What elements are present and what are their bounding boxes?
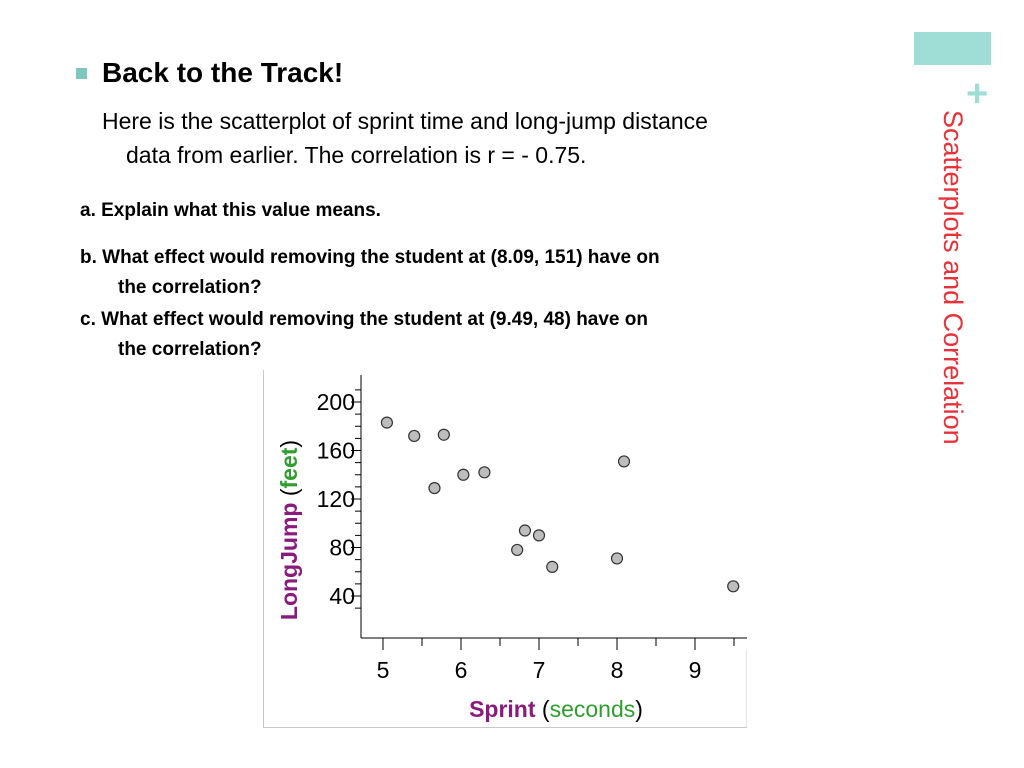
data-point	[511, 543, 524, 557]
data-point	[727, 580, 740, 593]
question-a: a. Explain what this value means.	[80, 196, 880, 226]
data-point	[380, 416, 394, 429]
data-point	[408, 429, 421, 443]
intro-line-1: Here is the scatterplot of sprint time a…	[102, 108, 708, 134]
scatterplot-svg: 40 80 120 160 200 5 6 7 8 9 LongJump (feet) Spri…	[263, 370, 747, 728]
question-b-line-1: b. What effect would removing the studen…	[80, 247, 660, 268]
data-point	[457, 468, 470, 481]
question-b: b. What effect would removing the studen…	[80, 243, 880, 303]
x-tick-label: 7	[533, 657, 546, 683]
question-c-line-2: the correlation?	[118, 339, 262, 360]
question-c: c. What effect would removing the studen…	[80, 305, 880, 365]
y-axis-label-unit: feet	[276, 447, 302, 488]
y-tick-label: 80	[329, 535, 355, 561]
plus-icon: +	[966, 73, 989, 115]
y-tick-label: 40	[329, 583, 355, 609]
x-axis-label-unit: seconds	[550, 696, 636, 722]
y-ticks: 40 80 120 160 200	[317, 389, 361, 609]
x-ticks: 5 6 7 8 9	[377, 638, 735, 683]
y-tick-label: 200	[317, 389, 355, 415]
y-tick-label: 160	[317, 438, 355, 464]
y-axis-label: LongJump (feet)	[276, 440, 302, 620]
accent-bar	[914, 32, 991, 65]
x-axis-label: Sprint (seconds)	[469, 696, 643, 722]
data-point	[532, 529, 546, 542]
x-tick-label: 8	[611, 657, 624, 683]
x-tick-label: 6	[455, 657, 468, 683]
points	[380, 416, 740, 593]
data-point	[610, 552, 624, 565]
data-point	[478, 466, 491, 479]
data-point	[617, 455, 631, 468]
question-c-line-1: c. What effect would removing the studen…	[80, 309, 648, 330]
data-point	[437, 428, 450, 441]
data-point	[428, 481, 441, 495]
slide-heading: Back to the Track!	[102, 57, 344, 88]
question-a-text: a. Explain what this value means.	[80, 200, 381, 221]
intro-text: Here is the scatterplot of sprint time a…	[102, 104, 882, 172]
scatterplot: 40 80 120 160 200 5 6 7 8 9 LongJump (feet) Spri…	[263, 370, 747, 728]
x-tick-label: 5	[377, 657, 390, 683]
data-point	[518, 524, 532, 537]
x-axis-label-main: Sprint	[469, 696, 536, 722]
bullet-icon	[76, 68, 87, 79]
question-b-line-2: the correlation?	[118, 277, 262, 298]
data-point	[546, 560, 559, 573]
axes	[360, 375, 747, 639]
slide-side-title: Scatterplots and Correlation	[938, 110, 968, 445]
x-tick-label: 9	[689, 657, 702, 683]
intro-line-2: data from earlier. The correlation is r …	[126, 142, 587, 168]
y-axis-label-main: LongJump	[276, 503, 302, 621]
y-tick-label: 120	[317, 486, 355, 512]
